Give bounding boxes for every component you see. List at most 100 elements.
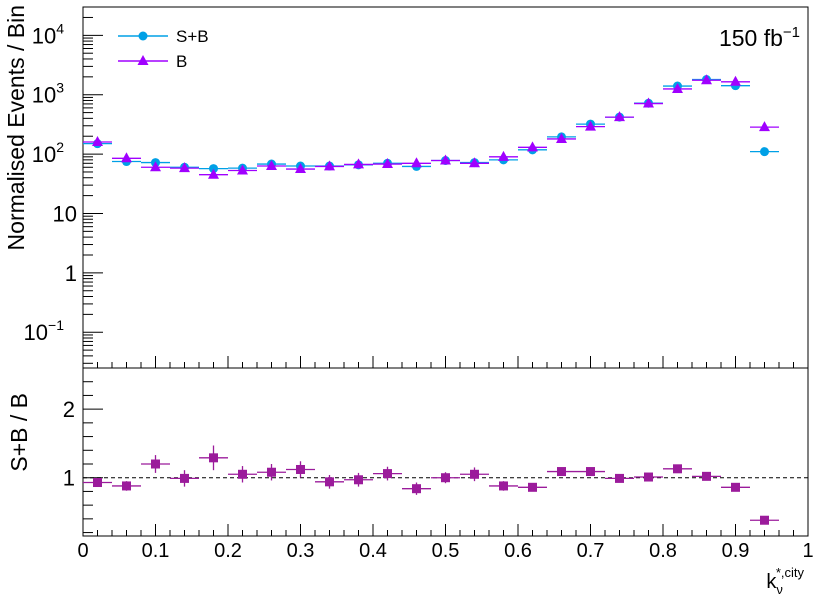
data-point-b <box>92 135 103 146</box>
y-tick-label: 102 <box>32 139 64 167</box>
ratio-y-tick-label: 1 <box>63 466 75 491</box>
ratio-data-point <box>441 473 450 483</box>
y-tick-label-base: 10 <box>53 201 77 226</box>
x-tick-label: 0.7 <box>577 540 605 562</box>
y-tick-label-exponent: −1 <box>48 317 64 333</box>
y-tick-label-base: 10 <box>24 320 48 345</box>
data-point-b <box>643 97 654 108</box>
ratio-point-group <box>344 472 373 487</box>
ratio-point-group <box>228 466 257 483</box>
data-point-b <box>179 162 190 173</box>
luminosity-label: 150 fb−1 <box>719 24 800 51</box>
ratio-point-group <box>373 466 402 481</box>
ratio-point-group <box>547 467 576 477</box>
data-point-b <box>208 168 219 179</box>
data-point-b <box>266 160 277 171</box>
x-tick-label: 1 <box>802 540 813 562</box>
x-axis-label-base: k <box>766 571 777 593</box>
ratio-point-group <box>315 474 344 489</box>
ratio-data-point <box>673 464 682 474</box>
y-tick-label: 1 <box>65 261 77 286</box>
data-point-b <box>614 111 625 122</box>
ratio-data-point <box>180 473 189 483</box>
data-point-b <box>150 161 161 172</box>
ratio-point-group <box>605 473 634 483</box>
legend-sb-label: S+B <box>176 27 209 46</box>
x-tick-label: 0.2 <box>214 540 242 562</box>
y-tick-label-exponent: 4 <box>56 20 64 36</box>
data-point-b <box>353 158 364 169</box>
ratio-point-group <box>489 481 518 491</box>
ratio-point-group <box>634 472 663 482</box>
ratio-point-group <box>141 455 170 473</box>
data-point-b <box>556 132 567 143</box>
data-point-b <box>440 154 451 165</box>
x-axis-label: kν *,city <box>766 565 804 596</box>
ratio-data-point <box>499 481 508 491</box>
ratio-data-point <box>383 469 392 479</box>
ratio-data-point <box>412 484 421 494</box>
luminosity-value: 150 fb <box>719 25 783 51</box>
ratio-series-group <box>83 445 779 525</box>
legend-b-label: B <box>176 52 187 71</box>
data-point-b <box>237 164 248 175</box>
ratio-point-group <box>83 478 112 488</box>
x-tick-label: 0 <box>77 540 88 562</box>
ratio-y-tick-label: 2 <box>63 397 75 422</box>
x-tick-label: 0.6 <box>504 540 532 562</box>
ratio-point-group <box>402 482 431 495</box>
data-point-b <box>672 82 683 93</box>
data-point-b <box>701 74 712 85</box>
ratio-point-group <box>199 445 228 471</box>
data-point-sb <box>760 147 769 157</box>
ratio-data-point <box>238 469 247 479</box>
x-tick-label: 0.8 <box>649 540 677 562</box>
legend-b-marker <box>137 55 149 65</box>
y-tick-label: 10 <box>53 201 77 226</box>
top-y-axis-label: Normalised Events / Bin <box>3 5 29 250</box>
ratio-data-point <box>151 459 160 469</box>
ratio-point-group <box>460 467 489 482</box>
ratio-point-group <box>750 515 779 525</box>
data-point-b <box>585 120 596 131</box>
y-tick-label: 103 <box>32 80 64 108</box>
ratio-data-point <box>615 473 624 483</box>
ratio-point-group <box>663 464 692 474</box>
bottom-y-axis-label: S+B / B <box>6 393 32 472</box>
ratio-point-group <box>721 482 750 492</box>
top-axis-ticks <box>82 6 809 368</box>
ratio-point-group <box>576 467 605 477</box>
ratio-point-group <box>692 471 721 481</box>
ratio-data-point <box>93 478 102 488</box>
y-tick-label: 10−1 <box>24 317 65 345</box>
ratio-data-point <box>325 477 334 487</box>
data-point-b <box>411 157 422 168</box>
ratio-data-point <box>557 467 566 477</box>
legend-sb-marker <box>138 31 148 41</box>
data-point-b <box>527 141 538 152</box>
data-point-b <box>324 160 335 171</box>
data-point-b <box>730 75 741 86</box>
ratio-data-point <box>267 467 276 477</box>
data-point-b <box>469 157 480 168</box>
top-plot-frame <box>82 6 809 369</box>
ratio-data-point <box>528 482 537 492</box>
data-point-b <box>295 163 306 174</box>
x-tick-label: 0.3 <box>287 540 315 562</box>
ratio-point-group <box>286 461 315 478</box>
ratio-data-point <box>296 464 305 474</box>
y-tick-label-base: 10 <box>32 142 56 167</box>
bottom-panel: 12 0 0.1 0.2 0.3 0.4 0.5 0.6 0.7 0.8 0.9 1 S+B / B… <box>6 367 814 596</box>
ratio-data-point <box>122 481 131 491</box>
bottom-y-tick-labels: 12 <box>63 397 75 491</box>
y-tick-label-base: 10 <box>32 83 56 108</box>
ratio-data-point <box>760 515 769 525</box>
ratio-point-group <box>112 481 141 491</box>
x-tick-label: 0.5 <box>432 540 460 562</box>
x-axis-label-subscript: ν <box>776 582 783 596</box>
x-tick-label: 0.4 <box>359 540 387 562</box>
legend: S+B B <box>118 27 209 71</box>
ratio-data-point <box>702 471 711 481</box>
